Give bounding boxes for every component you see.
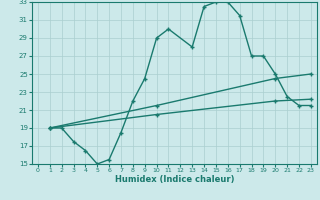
X-axis label: Humidex (Indice chaleur): Humidex (Indice chaleur) [115,175,234,184]
